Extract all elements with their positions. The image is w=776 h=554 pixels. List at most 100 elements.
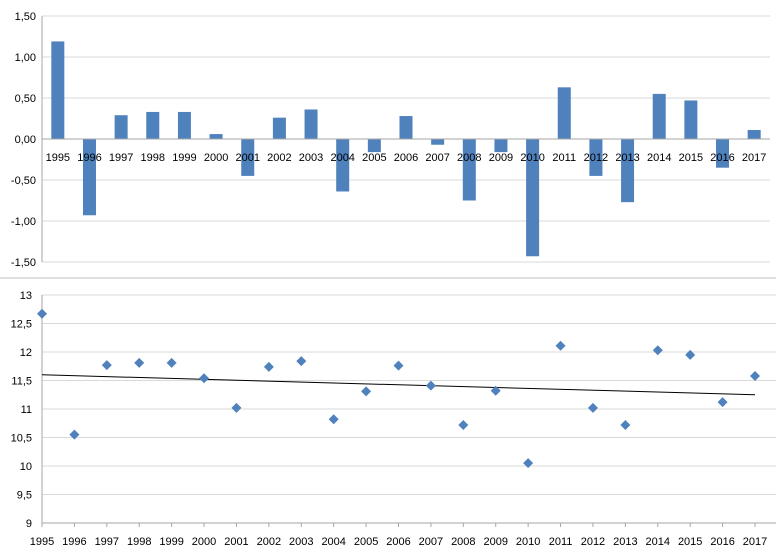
bar-series: [51, 41, 761, 257]
scatter-x-tick-label: 2017: [743, 536, 767, 548]
bar-x-tick-label: 1999: [172, 152, 196, 164]
bar-x-tick-labels: 1995 1996 1997 1998 1999 2000 2001 2002 2003 2004…: [46, 152, 767, 164]
bar-2005: [367, 139, 381, 153]
bar-1997: [114, 115, 128, 139]
scatter-x-tick-label: 1998: [127, 536, 151, 548]
scatter-x-tick-label: 2010: [516, 536, 540, 548]
bar-x-tick-label: 2005: [362, 152, 386, 164]
bar-2016: [716, 139, 730, 168]
scatter-x-tick-label: 1996: [62, 536, 86, 548]
scatter-y-tick-label: 9: [26, 518, 32, 530]
scatter-x-tick-label: 2008: [451, 536, 475, 548]
bar-y-tick-label: 1,00: [15, 52, 36, 64]
bar-x-tick-label: 2008: [457, 152, 481, 164]
bar-2004: [336, 139, 350, 192]
bar-2009: [494, 139, 508, 153]
bar-x-tick-label: 1995: [46, 152, 70, 164]
bar-2012: [589, 139, 603, 176]
scatter-point-2014: [652, 345, 663, 356]
bar-2017: [747, 129, 761, 139]
scatter-y-tick-label: 12,5: [11, 319, 32, 331]
bar-y-tick-label: 0,00: [15, 134, 36, 146]
bar-x-tick-label: 2015: [679, 152, 703, 164]
scatter-y-tick-label: 10: [20, 461, 32, 473]
scatter-x-tick-label: 2003: [289, 536, 313, 548]
bar-x-tick-label: 1996: [77, 152, 101, 164]
bar-2010: [526, 139, 540, 257]
bar-y-tick-label: -1,50: [11, 257, 36, 269]
scatter-x-tick-label: 1997: [95, 536, 119, 548]
scatter-x-tick-labels: 1995 1996 1997 1998 1999 2000 2001 2002 2003 2004…: [30, 523, 767, 548]
scatter-point-2012: [587, 402, 598, 413]
bar-x-tick-label: 1997: [109, 152, 133, 164]
scatter-point-2003: [296, 356, 307, 367]
scatter-point-2001: [231, 402, 242, 413]
bar-x-tick-label: 2012: [584, 152, 608, 164]
scatter-point-2007: [425, 380, 436, 391]
scatter-point-2013: [620, 419, 631, 430]
scatter-x-tick-label: 2015: [678, 536, 702, 548]
scatter-y-tick-label: 12: [20, 347, 32, 359]
bar-2015: [684, 100, 698, 139]
bar-y-tick-labels: -1,50 -1,00 -0,50 0,00 0,50 1,00 1,50: [11, 11, 36, 269]
scatter-x-tick-label: 2005: [354, 536, 378, 548]
bar-2008: [462, 139, 476, 201]
bar-2003: [304, 109, 318, 139]
scatter-point-2011: [555, 340, 566, 351]
bar-x-tick-label: 2011: [552, 152, 576, 164]
scatter-x-tick-label: 2001: [224, 536, 248, 548]
bar-x-tick-label: 2004: [330, 152, 354, 164]
bar-x-tick-label: 2014: [647, 152, 671, 164]
scatter-point-2017: [750, 370, 760, 381]
bar-x-tick-label: 2000: [204, 152, 228, 164]
bar-x-tick-label: 1998: [141, 152, 165, 164]
bar-chart: -1,50 -1,00 -0,50 0,00 0,50 1,00 1,50 1995 1996…: [11, 11, 770, 269]
bar-x-tick-label: 2006: [394, 152, 418, 164]
scatter-point-2010: [523, 458, 534, 469]
bar-2000: [209, 134, 223, 139]
bar-2007: [431, 139, 445, 145]
scatter-x-tick-label: 2013: [613, 536, 637, 548]
scatter-trendline: [41, 374, 756, 396]
scatter-x-tick-label: 2011: [549, 536, 573, 548]
bar-1995: [51, 41, 65, 139]
scatter-x-tick-label: 2014: [646, 536, 670, 548]
bar-x-tick-label: 2001: [235, 152, 259, 164]
scatter-point-1996: [69, 429, 80, 440]
scatter-x-tick-label: 2002: [257, 536, 281, 548]
scatter-y-tick-labels: 9 9,5 10 10,5 11 11,5 12 12,5 13: [11, 290, 32, 530]
bar-x-tick-label: 2002: [267, 152, 291, 164]
scatter-x-tick-label: 2007: [419, 536, 443, 548]
bar-x-tick-label: 2013: [615, 152, 639, 164]
bar-x-tick-label: 2003: [299, 152, 323, 164]
bar-2014: [652, 93, 666, 139]
bar-y-tick-label: -0,50: [11, 175, 36, 187]
scatter-x-tick-label: 2016: [710, 536, 734, 548]
bar-y-tick-label: -1,00: [11, 216, 36, 228]
scatter-series: [37, 308, 760, 469]
bar-x-tick-label: 2010: [520, 152, 544, 164]
scatter-point-2006: [393, 360, 404, 371]
scatter-x-tick-label: 1995: [30, 536, 54, 548]
bar-x-tick-label: 2009: [489, 152, 513, 164]
bar-2002: [272, 117, 286, 139]
bar-1998: [146, 111, 160, 139]
scatter-point-1995: [37, 308, 47, 319]
scatter-x-tick-label: 2012: [581, 536, 605, 548]
scatter-x-tick-label: 2004: [321, 536, 345, 548]
bar-1999: [177, 111, 191, 139]
scatter-point-2005: [361, 386, 372, 397]
scatter-point-1998: [134, 357, 145, 368]
scatter-point-2004: [328, 414, 339, 425]
scatter-y-tick-label: 9,5: [17, 490, 32, 502]
bar-x-tick-label: 2017: [742, 152, 766, 164]
bar-x-tick-label: 2016: [710, 152, 734, 164]
bar-2006: [399, 116, 413, 139]
scatter-x-tick-label: 1999: [159, 536, 183, 548]
bar-y-tick-label: 0,50: [15, 93, 36, 105]
bar-2001: [241, 139, 255, 176]
scatter-point-2016: [717, 397, 728, 408]
